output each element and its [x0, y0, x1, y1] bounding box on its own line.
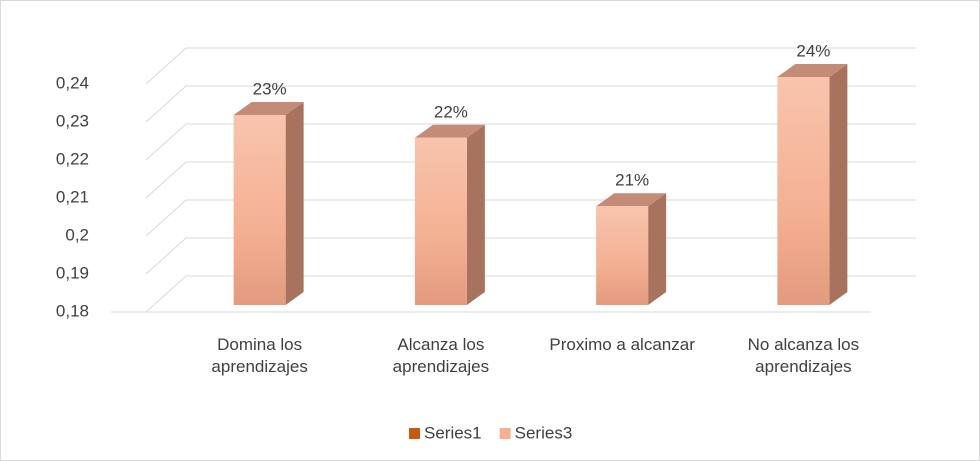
- legend-swatch: [499, 428, 511, 439]
- bar: [777, 64, 848, 305]
- bar-top: [777, 64, 848, 77]
- y-tick-label: 0,19: [56, 263, 89, 282]
- grid-line: [145, 123, 916, 161]
- y-tick-label: 0,18: [56, 301, 89, 320]
- x-tick-label: Proximo a alcanzar: [549, 335, 695, 354]
- bar-top: [233, 102, 304, 115]
- value-label: 23%: [253, 79, 287, 98]
- bar-side: [829, 64, 848, 305]
- bar-front: [777, 77, 830, 305]
- bar: [414, 124, 485, 305]
- grid-line: [145, 161, 916, 199]
- legend-swatch: [409, 428, 420, 439]
- grid-line: [145, 85, 916, 123]
- bar-side: [285, 102, 304, 305]
- bar-top: [414, 124, 485, 138]
- value-label: 21%: [615, 171, 649, 190]
- bar-top: [596, 193, 667, 207]
- x-tick-label: Domina los aprendizajes: [211, 335, 308, 376]
- y-tick-label: 0,21: [56, 187, 89, 206]
- legend-label: Series3: [515, 423, 573, 442]
- legend-label: Series1: [424, 423, 482, 442]
- grid-line: [145, 237, 916, 275]
- x-tick-label: No alcanza los aprendizajes: [747, 335, 860, 376]
- bar-front: [596, 206, 649, 305]
- grid-line: [145, 275, 916, 313]
- bar-front: [414, 137, 467, 305]
- value-label: 24%: [796, 41, 830, 60]
- bar-side: [466, 124, 485, 305]
- grid-line: [145, 47, 916, 85]
- bar: [596, 193, 667, 305]
- y-tick-label: 0,24: [56, 73, 89, 92]
- y-tick-label: 0,23: [56, 111, 89, 130]
- value-label: 22%: [434, 102, 468, 121]
- x-tick-label: Alcanza los aprendizajes: [392, 335, 490, 376]
- bar-side: [648, 193, 667, 305]
- grid-line: [145, 199, 916, 237]
- bar-front: [233, 115, 286, 305]
- y-tick-label: 0,2: [65, 225, 89, 244]
- y-tick-label: 0,22: [56, 149, 89, 168]
- bar: [233, 102, 304, 305]
